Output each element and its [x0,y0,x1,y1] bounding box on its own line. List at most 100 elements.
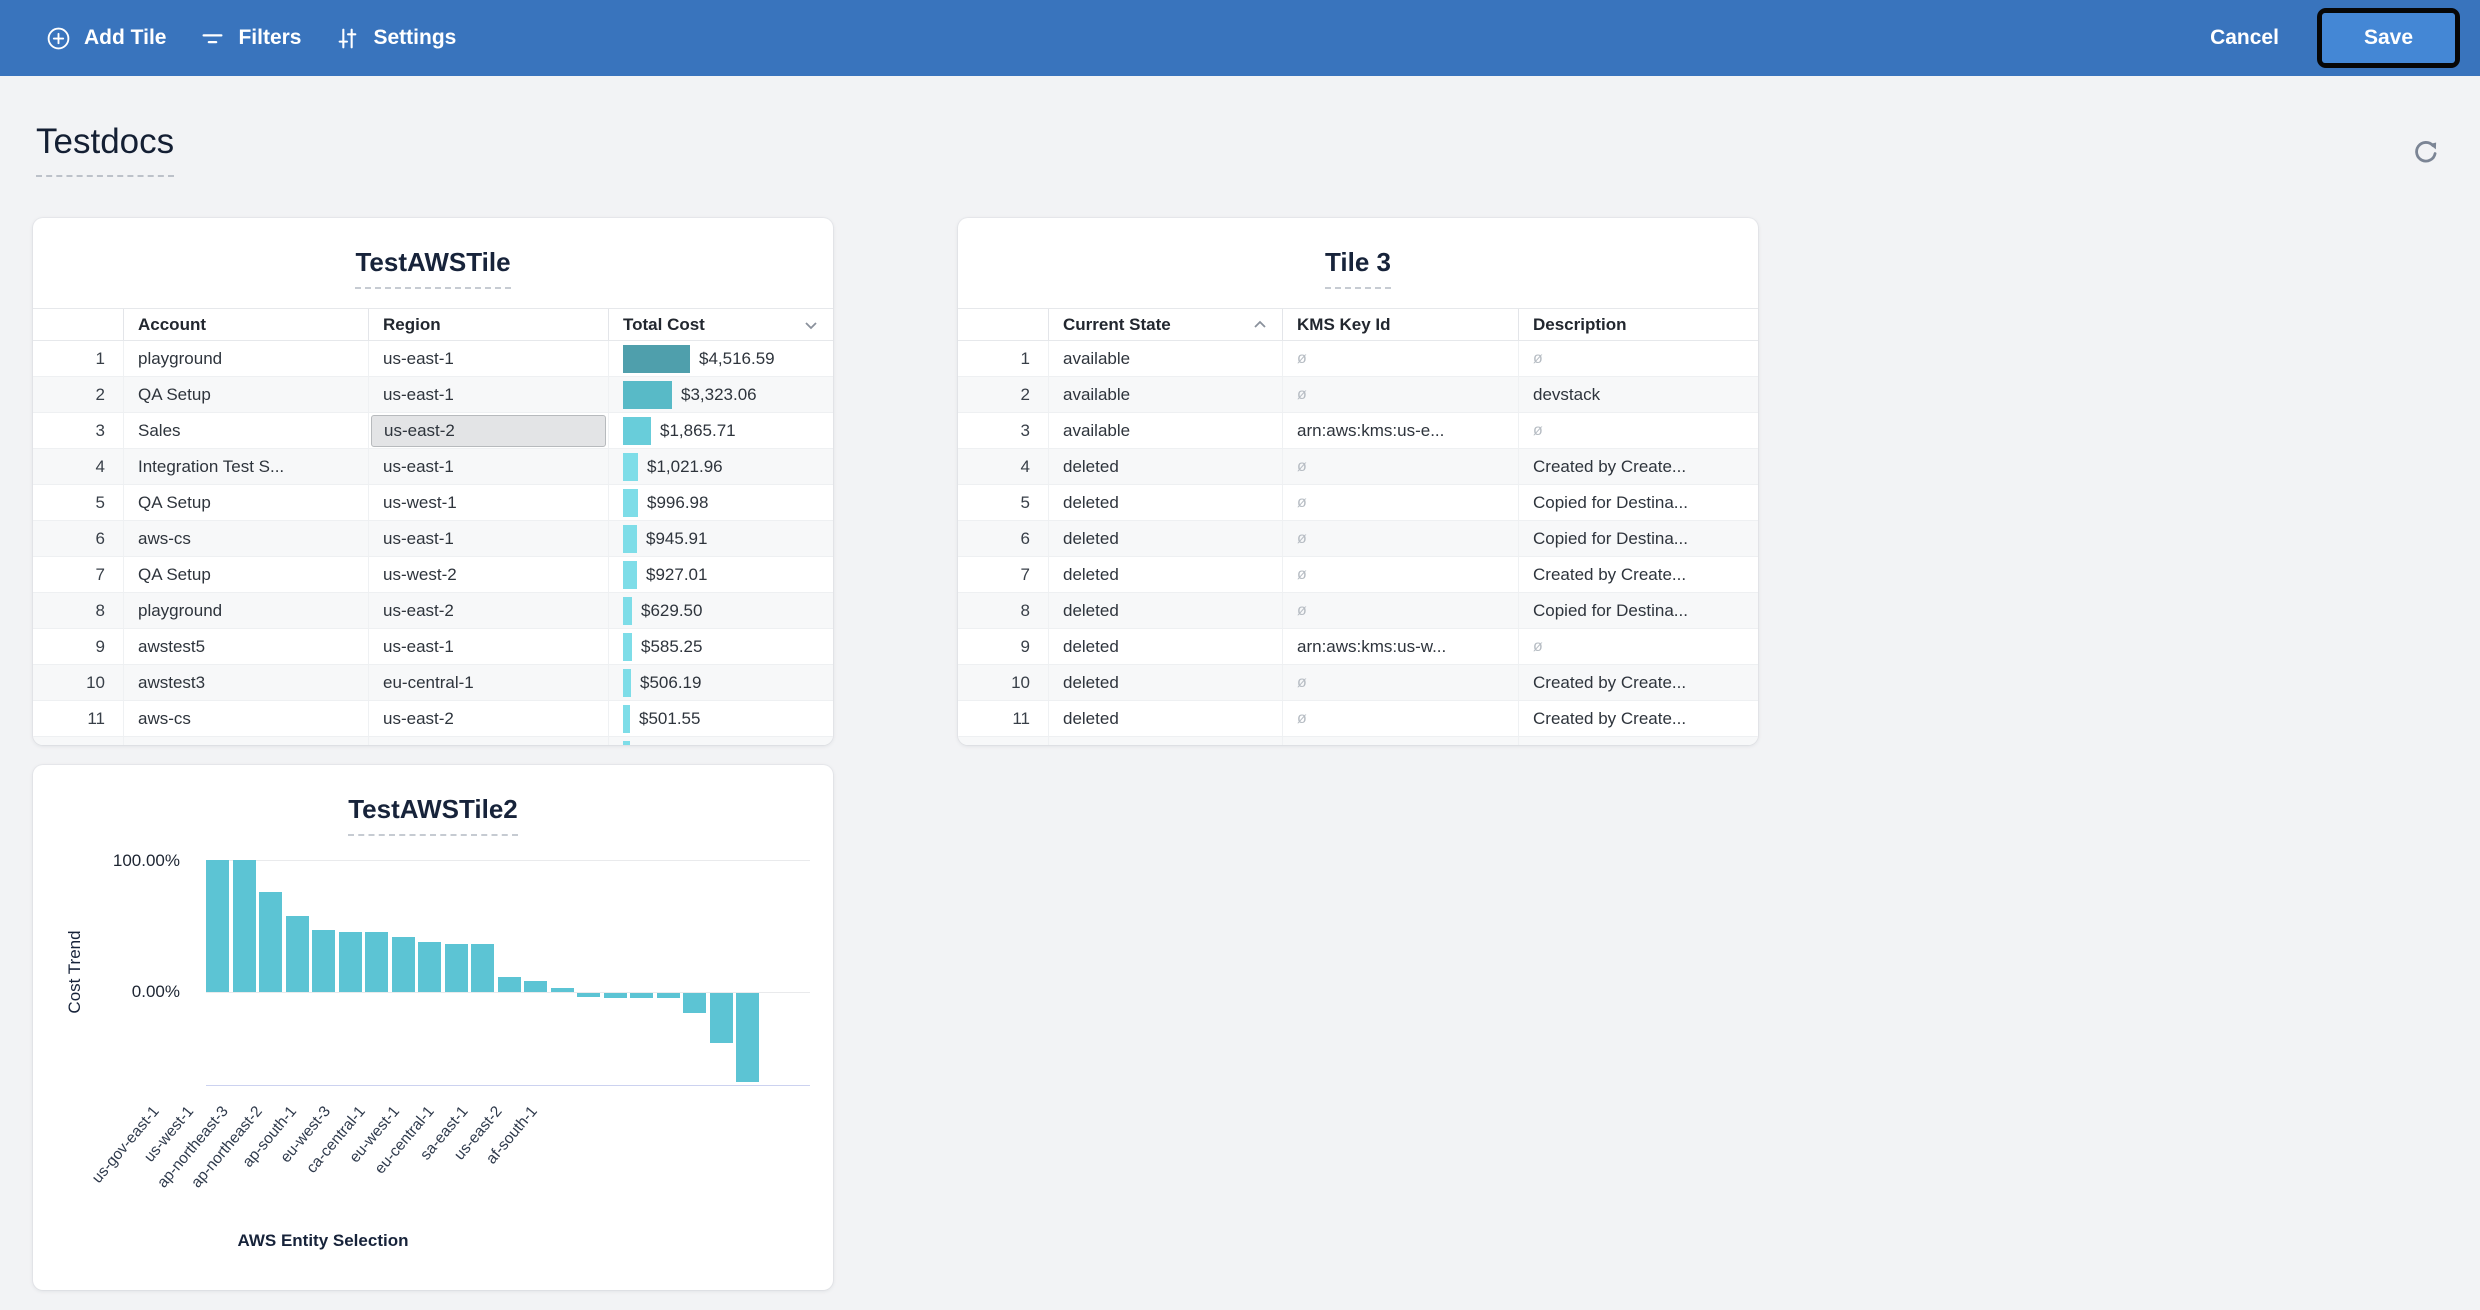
cell-region[interactable]: us-east-2 [368,413,608,448]
cell-kms-key-id[interactable]: arn:aws:kms:us-w... [1282,629,1518,664]
table-row[interactable]: 10 awstest3 eu-central-1 $506.19 [33,665,833,701]
cell-current-state[interactable]: deleted [1048,593,1282,628]
cell-account[interactable]: playground [123,341,368,376]
chart-bar[interactable] [444,944,468,992]
cell-kms-key-id[interactable]: ø [1282,449,1518,484]
table-row[interactable]: 9 deleted arn:aws:kms:us-w... ø [958,629,1758,665]
cell-description[interactable]: Created by Create... [1518,449,1758,484]
table-row[interactable]: 4 Integration Test S... us-east-1 $1,021.96 [33,449,833,485]
cell-kms-key-id[interactable]: ø [1282,521,1518,556]
column-header-kms-key-id[interactable]: KMS Key Id [1282,309,1518,340]
table-row[interactable]: 2 QA Setup us-east-1 $3,323.06 [33,377,833,413]
selected-cell-highlight[interactable]: us-east-2 [371,414,606,447]
table-row-partial[interactable] [33,737,833,745]
cell-region[interactable]: us-east-1 [368,521,608,556]
cell-region[interactable]: us-east-2 [368,701,608,736]
cell-description[interactable]: devstack [1518,377,1758,412]
cell-account[interactable]: QA Setup [123,485,368,520]
cell-current-state[interactable]: available [1048,341,1282,376]
cell-total-cost[interactable]: $501.55 [608,701,833,736]
cell-account[interactable]: QA Setup [123,377,368,412]
sort-asc-chevron-up-icon[interactable] [1252,317,1268,333]
cell-total-cost[interactable]: $4,516.59 [608,341,833,376]
table-row[interactable]: 3 Sales us-east-2 $1,865.71 [33,413,833,449]
cell-current-state[interactable]: deleted [1048,485,1282,520]
chart-bar[interactable] [471,944,494,992]
cell-region[interactable]: us-east-1 [368,449,608,484]
cell-current-state[interactable]: deleted [1048,629,1282,664]
cell-account[interactable]: aws-cs [123,701,368,736]
chart-bar[interactable] [285,916,309,992]
cell-account[interactable]: Integration Test S... [123,449,368,484]
cell-total-cost[interactable] [608,737,833,745]
cell-kms-key-id[interactable]: ø [1282,557,1518,592]
tile-tile3[interactable]: Tile 3 Current State KMS Key Id Descriptio… [958,218,1758,745]
table-row[interactable]: 5 QA Setup us-west-1 $996.98 [33,485,833,521]
cell-current-state[interactable]: deleted [1048,449,1282,484]
table-row[interactable]: 1 playground us-east-1 $4,516.59 [33,341,833,377]
cell-region[interactable]: us-west-1 [368,485,608,520]
table-row[interactable]: 11 aws-cs us-east-2 $501.55 [33,701,833,737]
table-row[interactable]: 2 available ø devstack [958,377,1758,413]
cell-description[interactable]: Copied for Destina... [1518,593,1758,628]
chart-bar[interactable] [550,988,574,992]
table-row[interactable]: 11 deleted ø Created by Create... [958,701,1758,737]
table-row[interactable]: 5 deleted ø Copied for Destina... [958,485,1758,521]
table-row[interactable]: 6 aws-cs us-east-1 $945.91 [33,521,833,557]
cell-total-cost[interactable]: $1,865.71 [608,413,833,448]
chart-bar[interactable] [312,930,335,992]
table-row[interactable]: 1 available ø ø [958,341,1758,377]
cell-current-state[interactable]: deleted [1048,521,1282,556]
chart-bar[interactable] [259,892,282,992]
cell-description[interactable]: ø [1518,629,1758,664]
row-number-cell[interactable] [958,737,1048,745]
cell-account[interactable]: aws-cs [123,521,368,556]
cell-total-cost[interactable]: $927.01 [608,557,833,592]
cell-region[interactable] [368,737,608,745]
column-header-description[interactable]: Description [1518,309,1758,340]
chart-title[interactable]: TestAWSTile2 [348,794,518,836]
chart-bar[interactable] [736,993,759,1082]
cell-total-cost[interactable]: $945.91 [608,521,833,556]
add-tile-button[interactable]: Add Tile [46,26,166,51]
cell-kms-key-id[interactable]: ø [1282,341,1518,376]
cell-account[interactable] [123,737,368,745]
table-row[interactable]: 3 available arn:aws:kms:us-e... ø [958,413,1758,449]
column-header-total-cost[interactable]: Total Cost [608,309,833,340]
chart-bar[interactable] [709,993,733,1043]
cell-account[interactable]: awstest3 [123,665,368,700]
table-row[interactable]: 8 deleted ø Copied for Destina... [958,593,1758,629]
table-row[interactable]: 4 deleted ø Created by Create... [958,449,1758,485]
chart-bar[interactable] [232,860,256,992]
cell-total-cost[interactable]: $629.50 [608,593,833,628]
cell-description[interactable]: Created by Create... [1518,665,1758,700]
chart-bar[interactable] [391,937,415,992]
chart-bar[interactable] [630,993,653,998]
chart-bar[interactable] [418,942,441,992]
chart-bar[interactable] [206,860,229,992]
cell-account[interactable]: awstest5 [123,629,368,664]
save-button[interactable]: Save [2321,13,2455,63]
table-row[interactable]: 8 playground us-east-2 $629.50 [33,593,833,629]
tile-title[interactable]: TestAWSTile [355,247,511,289]
chart-bar[interactable] [577,993,600,997]
settings-button[interactable]: Settings [335,26,456,51]
cell-description[interactable]: Created by Create... [1518,701,1758,736]
refresh-button[interactable] [2410,136,2442,168]
tile-test-aws-tile2[interactable]: TestAWSTile2 100.00% 0.00% Cost Trend us… [33,765,833,1290]
column-header-account[interactable]: Account [123,309,368,340]
chart-bar[interactable] [365,932,388,992]
cell-total-cost[interactable]: $585.25 [608,629,833,664]
cell-current-state[interactable]: deleted [1048,701,1282,736]
page-title[interactable]: Testdocs [36,122,175,177]
cell-kms-key-id[interactable] [1282,737,1518,745]
cell-description[interactable]: ø [1518,341,1758,376]
sort-desc-chevron-down-icon[interactable] [803,317,819,333]
cell-region[interactable]: eu-central-1 [368,665,608,700]
cell-region[interactable]: us-east-1 [368,341,608,376]
cell-region[interactable]: us-east-2 [368,593,608,628]
cell-total-cost[interactable]: $1,021.96 [608,449,833,484]
tile-title[interactable]: Tile 3 [1324,247,1391,289]
cell-description[interactable] [1518,737,1758,745]
cell-total-cost[interactable]: $506.19 [608,665,833,700]
